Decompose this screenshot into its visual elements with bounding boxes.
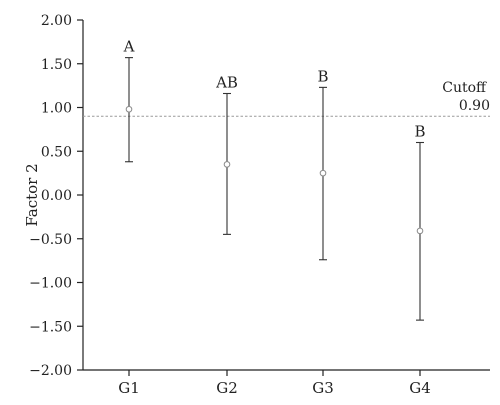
y-tick-label: 0.50 [41,144,72,160]
x-tick-label: G2 [216,379,238,397]
x-tick-label: G1 [118,379,140,397]
group-letter-label: AB [215,74,238,92]
group-letter-label: B [414,123,425,141]
y-tick-label: 1.00 [41,101,72,117]
series: A AB B B [123,38,426,321]
cutoff: Cutoff 0.90 [83,80,490,117]
errorbar-g2: AB [215,74,238,235]
cutoff-label: Cutoff [442,80,487,96]
x-tick-label: G4 [409,379,431,397]
y-axis: 2.00 1.50 1.00 0.50 0.00 −0.50 −1.00 −1.50 −2.00 [29,13,84,379]
mean-marker [223,161,231,168]
group-letter-label: A [123,38,135,56]
y-tick-label: −2.00 [29,363,72,379]
errorbar-g1: A [123,38,135,163]
cutoff-value-label: 0.90 [459,98,490,114]
x-axis: G1 G2 G3 G4 [83,369,490,397]
errorbar-g4: B [414,123,426,321]
y-tick-label: −1.50 [29,319,72,335]
x-tick-label: G3 [312,379,334,397]
y-tick-label: 2.00 [41,13,72,29]
y-tick-label: −1.00 [29,276,72,292]
mean-marker [319,169,327,177]
mean-marker [125,105,133,113]
y-tick-label: 1.50 [41,57,72,73]
mean-marker [416,227,424,235]
y-tick-label: −0.50 [29,232,72,248]
y-tick-label: 0.00 [41,188,72,204]
errorbar-g3: B [317,67,329,261]
y-axis-label: Factor 2 [23,163,41,226]
group-letter-label: B [317,67,328,85]
